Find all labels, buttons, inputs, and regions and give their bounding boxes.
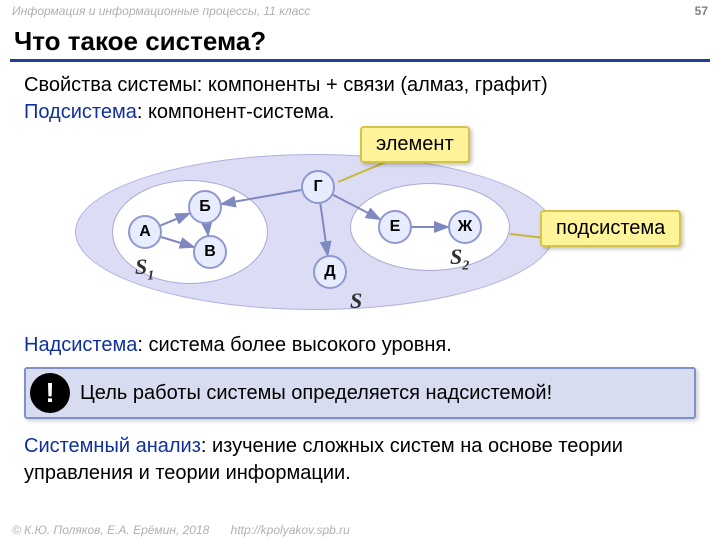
node-B: Б [188,190,222,224]
term-supersystem: Надсистема [24,334,137,356]
term-subsystem: Подсистема [24,101,137,123]
copyright: © К.Ю. Поляков, Е.А. Ерёмин, 2018 [12,523,209,537]
para-properties: Свойства системы: компоненты + связи (ал… [24,72,696,99]
exclamation-icon: ! [30,373,70,413]
node-G: Г [301,170,335,204]
content: Свойства системы: компоненты + связи (ал… [0,72,720,487]
para-subsystem: Подсистема: компонент-система. [24,99,696,126]
term-analysis: Системный анализ [24,435,201,457]
footer: © К.Ю. Поляков, Е.А. Ерёмин, 2018 http:/… [12,523,350,537]
para-supersystem: Надсистема: система более высокого уровн… [24,332,696,359]
node-E: Е [378,210,412,244]
note-text: Цель работы системы определяется надсист… [80,380,552,407]
label-S: S [350,286,362,316]
note-bar: ! Цель работы системы определяется надси… [24,367,696,419]
node-V: В [193,235,227,269]
node-A: А [128,215,162,249]
node-Zh: Ж [448,210,482,244]
callout-subsystem: подсистема [540,210,681,247]
label-S1: S1 [135,252,154,286]
label-S2: S2 [450,242,469,276]
callout-element: элемент [360,126,470,163]
page-title: Что такое система? [0,22,720,59]
course-name: Информация и информационные процессы, 11… [12,4,310,18]
para-analysis: Системный анализ: изучение сложных систе… [24,433,696,487]
footer-url: http://kpolyakov.spb.ru [231,523,350,537]
subsystem-2-ellipse [350,183,510,271]
header-strip: Информация и информационные процессы, 11… [0,0,720,22]
page-number: 57 [695,4,708,18]
title-rule [10,59,710,62]
system-diagram: АБВГДЕЖSS1S2элементподсистема [40,132,680,322]
node-D: Д [313,255,347,289]
